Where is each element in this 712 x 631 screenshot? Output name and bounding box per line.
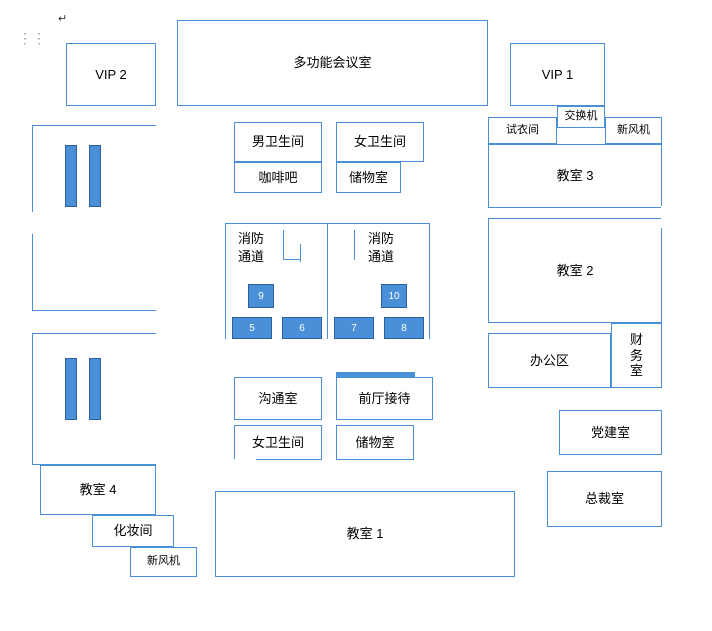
door-gap-2 [488, 92, 509, 95]
room-storage-lower: 储物室 [336, 425, 414, 460]
box-6: 6 [282, 317, 322, 339]
label-female-wc-lower: 女卫生间 [252, 435, 304, 451]
room-party: 党建室 [559, 410, 662, 455]
room-female-wc-top: 女卫生间 [336, 122, 424, 162]
paragraph-mark: ↵ [58, 12, 67, 25]
room-office: 办公区 [488, 333, 611, 388]
box-7-label: 7 [351, 323, 357, 334]
label-classroom2: 教室 2 [557, 263, 594, 279]
door-gap-5 [430, 459, 454, 462]
label-fire-right-wrap: 消防 通道 [368, 230, 394, 266]
bar-1 [65, 145, 77, 207]
box-5: 5 [232, 317, 272, 339]
box-8: 8 [384, 317, 424, 339]
label-fire-right: 消防 通道 [368, 231, 394, 264]
label-fresh-air-right: 新风机 [617, 124, 650, 137]
room-makeup: 化妆间 [92, 515, 174, 547]
room-classroom2: 教室 2 [488, 218, 662, 323]
label-male-wc: 男卫生间 [252, 134, 304, 150]
room-storage-top: 储物室 [336, 162, 401, 193]
box-10-label: 10 [388, 291, 399, 302]
label-fire-left-wrap: 消防 通道 [238, 230, 264, 266]
label-vip2: VIP 2 [95, 67, 127, 83]
divider-fire-4 [354, 230, 355, 260]
label-makeup: 化妆间 [113, 523, 152, 539]
divider-fire-3 [283, 259, 300, 260]
drag-dots-icon: ⋮⋮ [18, 30, 46, 47]
label-reception: 前厅接待 [358, 391, 410, 407]
label-president: 总裁室 [585, 491, 624, 507]
label-storage-top: 储物室 [349, 170, 388, 186]
bar-3 [65, 358, 77, 420]
room-finance: 财 务 室 [611, 323, 662, 388]
door-gap-3 [31, 212, 34, 234]
room-vip1: VIP 1 [510, 43, 605, 106]
label-classroom3: 教室 3 [557, 168, 594, 184]
label-multifunction: 多功能会议室 [293, 55, 371, 71]
label-fire-left: 消防 通道 [238, 231, 264, 264]
label-fitting: 试衣间 [506, 124, 539, 137]
room-female-wc-lower: 女卫生间 [234, 425, 322, 460]
label-storage-lower: 储物室 [355, 435, 394, 451]
room-fresh-air-right: 新风机 [605, 117, 662, 144]
divider-fire-2 [300, 244, 301, 262]
room-classroom4: 教室 4 [40, 465, 156, 515]
label-office: 办公区 [530, 353, 569, 369]
box-8-label: 8 [401, 323, 407, 334]
room-multifunction: 多功能会议室 [177, 20, 488, 106]
box-6-label: 6 [299, 323, 305, 334]
room-classroom1: 教室 1 [215, 491, 515, 577]
room-classroom3: 教室 3 [488, 144, 662, 208]
room-comm: 沟通室 [234, 377, 322, 420]
box-5-label: 5 [249, 323, 255, 334]
door-gap-4 [661, 206, 664, 228]
label-coffee: 咖啡吧 [258, 170, 297, 186]
box-10: 10 [381, 284, 407, 308]
label-party: 党建室 [591, 425, 630, 441]
room-switch: 交换机 [557, 106, 605, 128]
label-vip1: VIP 1 [542, 67, 574, 83]
room-reception: 前厅接待 [336, 377, 433, 420]
label-switch: 交换机 [565, 110, 598, 123]
label-female-wc-top: 女卫生间 [354, 134, 406, 150]
box-9: 9 [248, 284, 274, 308]
room-fresh-air-left: 新风机 [130, 547, 197, 577]
label-classroom4: 教室 4 [80, 482, 117, 498]
room-vip2: VIP 2 [66, 43, 156, 106]
door-gap-1 [156, 92, 177, 95]
room-coffee: 咖啡吧 [234, 162, 322, 193]
box-9-label: 9 [258, 291, 264, 302]
room-male-wc: 男卫生间 [234, 122, 322, 162]
label-comm: 沟通室 [258, 391, 297, 407]
divider-center-v [327, 223, 328, 339]
reception-counter [336, 372, 415, 378]
bar-2 [89, 145, 101, 207]
label-classroom1: 教室 1 [347, 526, 384, 542]
divider-fire-1 [283, 230, 284, 260]
room-fitting: 试衣间 [488, 117, 557, 144]
label-fresh-air-left: 新风机 [147, 555, 180, 568]
label-finance: 财 务 室 [630, 332, 643, 379]
door-gap-6 [232, 459, 256, 462]
room-president: 总裁室 [547, 471, 662, 527]
bar-4 [89, 358, 101, 420]
box-7: 7 [334, 317, 374, 339]
